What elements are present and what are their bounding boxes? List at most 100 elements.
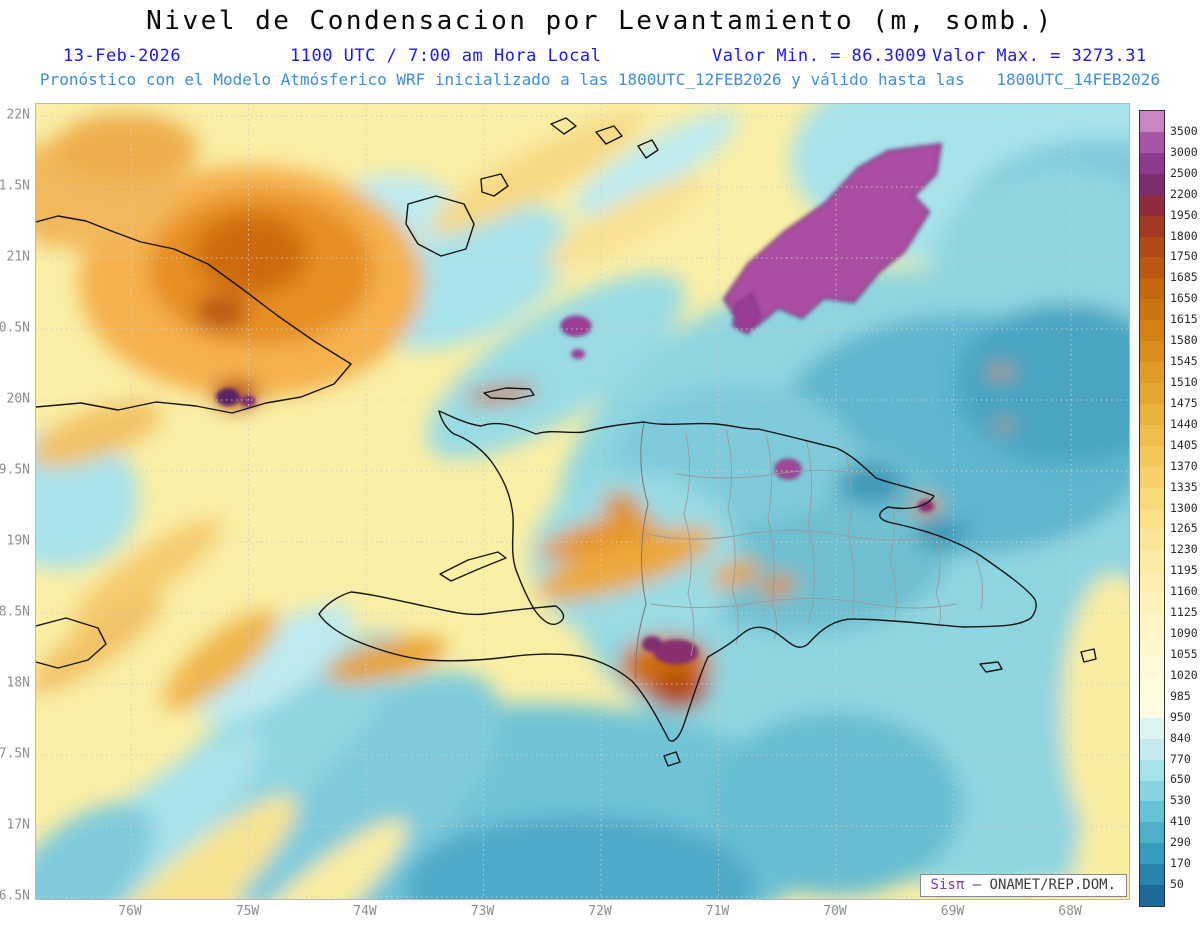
colorbar-label: 1405: [1170, 437, 1198, 452]
colorbar-label: 3500: [1170, 123, 1198, 138]
attribution-text: – ONAMET/REP.DOM.: [972, 877, 1116, 893]
map-svg: [36, 104, 1129, 899]
colorbar-segment: [1140, 780, 1164, 802]
lon-label: 71W: [705, 904, 730, 919]
colorbar-segment: [1140, 382, 1164, 404]
forecast-valid-label: 1800UTC_14FEB2026: [996, 70, 1161, 89]
colorbar-label: 1650: [1170, 291, 1198, 306]
valor-min-label: Valor Min. = 86.3009: [712, 46, 927, 66]
purple-max-regions: [216, 142, 943, 665]
colorbar-label: 1125: [1170, 605, 1198, 620]
province-borders: [635, 421, 984, 680]
attribution-box: Sisπ – ONAMET/REP.DOM.: [919, 874, 1127, 897]
colorbar-segment: [1140, 550, 1164, 572]
valor-max-label: Valor Max. = 3273.31: [932, 46, 1147, 66]
colorbar-segment: [1140, 822, 1164, 844]
colorbar-segment: [1140, 613, 1164, 635]
time-label: 1100 UTC / 7:00 am Hora Local: [290, 46, 602, 66]
colorbar-segment: [1140, 717, 1164, 739]
colorbar-segment: [1140, 131, 1164, 153]
colorbar-segment: [1140, 759, 1164, 781]
colorbar-segment: [1140, 466, 1164, 488]
coastlines: [36, 117, 1097, 767]
colorbar-segment: [1140, 111, 1164, 132]
colorbar-segment: [1140, 801, 1164, 823]
colorbar-label: 1020: [1170, 667, 1198, 682]
colorbar-label: 1800: [1170, 228, 1198, 243]
colorbar-segment: [1140, 571, 1164, 593]
colorbar-label: 950: [1170, 709, 1191, 724]
lat-label: 0.5N: [0, 320, 30, 336]
attribution-brand: Sisπ: [930, 877, 965, 893]
colorbar-segment: [1140, 362, 1164, 383]
lon-label: 69W: [940, 904, 965, 919]
lon-label: 74W: [353, 904, 377, 919]
lon-label: 72W: [588, 904, 612, 919]
colorbar-label: 770: [1170, 751, 1191, 766]
colorbar-label: 2200: [1170, 186, 1198, 201]
colorbar-label: 1510: [1170, 374, 1198, 389]
lon-label: 70W: [823, 904, 847, 919]
colorbar-segment: [1140, 445, 1164, 467]
colorbar-segment: [1140, 885, 1164, 907]
lon-label: 68W: [1058, 904, 1082, 919]
colorbar-segment: [1140, 320, 1164, 342]
colorbar-label: 170: [1170, 856, 1191, 871]
colorbar-label: 1580: [1170, 333, 1198, 348]
lat-label: 20N: [6, 391, 30, 407]
colorbar-label: 1370: [1170, 458, 1198, 473]
colorbar-segment: [1140, 529, 1164, 551]
lat-label: 9.5N: [0, 462, 30, 478]
page-title: Nivel de Condensacion por Levantamiento …: [146, 6, 1054, 36]
colorbar-label: 985: [1170, 688, 1191, 703]
forecast-text: Pronóstico con el Modelo Atmósferico WRF…: [39, 70, 965, 89]
lon-label: 73W: [470, 904, 495, 919]
colorbar-label: 2500: [1170, 165, 1198, 180]
colorbar-label: 1055: [1170, 646, 1198, 661]
colorbar-label: 410: [1170, 814, 1191, 829]
colorbar-label: 650: [1170, 772, 1191, 787]
lat-axis: 22N 1.5N 21N 0.5N 20N 9.5N 19N 8.5N 18N 7.5N 17N 6.…: [0, 103, 33, 904]
colorbar-label: 1195: [1170, 563, 1198, 578]
colorbar-segment: [1140, 843, 1164, 865]
colorbar-segment: [1140, 299, 1164, 321]
colorbar-segment: [1140, 403, 1164, 425]
colorbar-segment: [1140, 257, 1164, 279]
colorbar-segment: [1140, 173, 1164, 195]
colorbar-segment: [1140, 194, 1164, 216]
colorbar-label: 50: [1170, 877, 1184, 892]
colorbar-segment: [1140, 424, 1164, 446]
colorbar-label: 290: [1170, 835, 1191, 850]
colorbar-label: 1440: [1170, 416, 1198, 431]
colorbar-segment: [1140, 278, 1164, 300]
grid-lines: [36, 104, 1129, 899]
map-plot: Sisπ – ONAMET/REP.DOM.: [35, 103, 1130, 900]
date-label: 13-Feb-2026: [63, 46, 182, 66]
colorbar-segment: [1140, 634, 1164, 655]
colorbar-segment: [1140, 864, 1164, 886]
lat-label: 18N: [6, 675, 30, 691]
colorbar-label: 1335: [1170, 479, 1198, 494]
lat-label: 7.5N: [0, 746, 30, 762]
colorbar-segment: [1140, 487, 1164, 509]
colorbar-label: 1950: [1170, 207, 1198, 222]
colorbar-label: 1160: [1170, 584, 1198, 599]
colorbar-label: 1230: [1170, 542, 1198, 557]
colorbar-label: 530: [1170, 793, 1191, 808]
colorbar-segment: [1140, 654, 1164, 676]
colorbar-label: 3000: [1170, 144, 1198, 159]
colorbar-label: 1475: [1170, 395, 1198, 410]
lat-label: 6.5N: [0, 888, 30, 904]
lcl-color-field: [36, 104, 1129, 899]
lat-label: 8.5N: [0, 604, 30, 620]
colorbar-segment: [1140, 675, 1164, 697]
lon-label: 75W: [235, 904, 260, 919]
colorbar-label: 1545: [1170, 354, 1198, 369]
lon-label: 76W: [118, 904, 142, 919]
colorbar-label: 1300: [1170, 500, 1198, 515]
colorbar-label: 1265: [1170, 521, 1198, 536]
lat-label: 22N: [6, 107, 30, 123]
lat-label: 17N: [6, 817, 30, 833]
colorbar-segment: [1140, 341, 1164, 363]
colorbar-label: 1750: [1170, 249, 1198, 264]
